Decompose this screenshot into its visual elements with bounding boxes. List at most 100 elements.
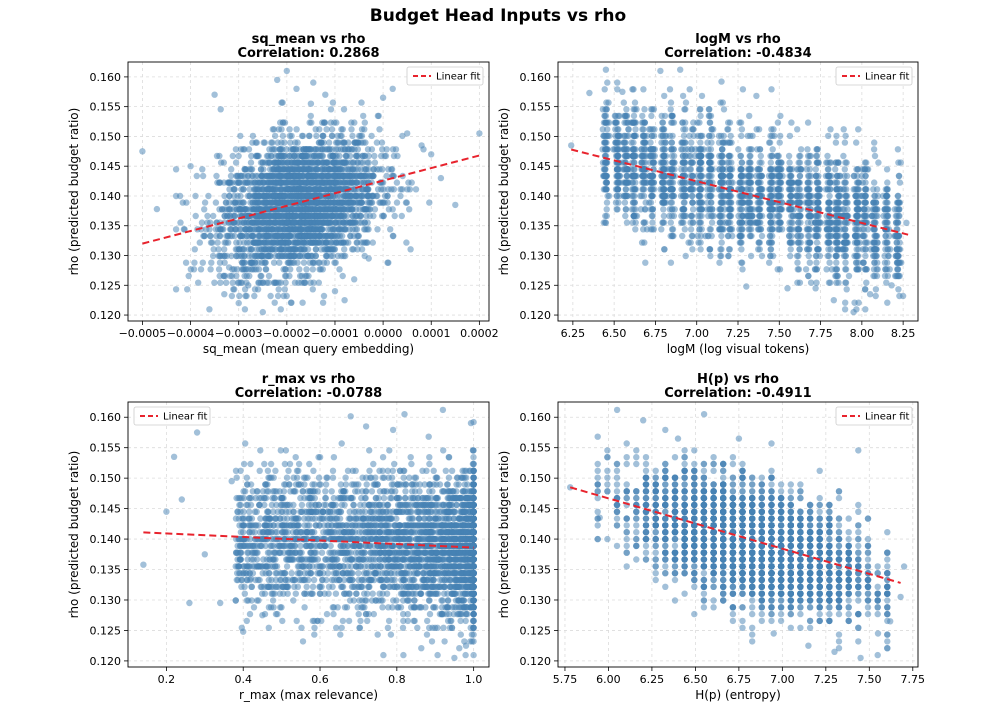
data-point [840, 152, 847, 160]
data-point [854, 172, 861, 180]
y-tick-label: 0.120 [90, 309, 122, 322]
data-point [376, 126, 383, 133]
data-point [248, 259, 256, 266]
x-tick-label: 0.0002 [460, 327, 499, 340]
data-point [279, 99, 286, 106]
data-point [300, 259, 308, 266]
data-point [807, 279, 815, 286]
data-point [255, 279, 263, 286]
data-point [349, 206, 356, 213]
data-point [318, 179, 325, 186]
data-point [753, 126, 760, 133]
data-point [229, 152, 236, 160]
data-point [221, 246, 228, 253]
data-point [896, 239, 903, 246]
y-tick-label: 0.130 [90, 250, 122, 263]
data-point [870, 146, 878, 153]
data-point [235, 152, 242, 160]
data-point [775, 212, 782, 220]
data-point [361, 126, 368, 133]
data-point [280, 292, 287, 300]
data-point [392, 146, 400, 153]
data-point [769, 152, 776, 160]
data-point [621, 199, 629, 206]
data-point [232, 146, 240, 153]
legend: Linear fit [406, 66, 484, 86]
data-point [706, 186, 714, 193]
data-point [328, 132, 336, 140]
data-point [631, 106, 639, 113]
data-point [380, 186, 387, 193]
data-point [319, 146, 326, 153]
data-point [257, 179, 264, 186]
data-point [280, 119, 287, 126]
data-point [223, 232, 230, 240]
data-point [205, 192, 212, 200]
data-point [368, 199, 376, 206]
data-point [216, 259, 224, 266]
data-point [327, 106, 335, 113]
data-point [195, 279, 202, 286]
data-point [739, 86, 747, 93]
data-point [378, 212, 386, 220]
data-point [897, 159, 904, 166]
data-point [333, 212, 341, 220]
data-point [862, 306, 869, 313]
data-point [263, 232, 271, 240]
data-point [332, 219, 339, 226]
y-tick-label: 0.140 [90, 190, 122, 203]
data-point [253, 139, 260, 146]
data-point [767, 192, 774, 200]
data-point [281, 192, 288, 200]
data-point [237, 172, 245, 180]
data-point [804, 159, 811, 166]
data-point [323, 159, 331, 166]
data-point [428, 151, 435, 158]
data-point [216, 206, 223, 213]
data-point [333, 139, 340, 146]
data-point [658, 226, 665, 233]
data-point [767, 132, 774, 140]
data-point [804, 179, 811, 186]
data-point [668, 139, 675, 146]
data-point [358, 199, 366, 206]
data-point [249, 132, 257, 140]
data-point [320, 259, 328, 266]
data-point [245, 266, 252, 273]
data-point [282, 226, 289, 233]
data-point [330, 166, 338, 173]
data-point [697, 239, 704, 246]
data-point [391, 212, 398, 220]
data-point [352, 152, 360, 160]
data-point [715, 132, 723, 140]
data-point [702, 232, 709, 240]
data-point [305, 132, 313, 140]
data-point [198, 219, 206, 226]
data-point [308, 119, 315, 126]
data-point [842, 259, 849, 266]
data-point [649, 146, 656, 153]
data-point [259, 186, 267, 193]
data-point [696, 106, 703, 113]
data-point [265, 179, 273, 186]
data-point [358, 99, 365, 106]
data-point [738, 126, 746, 133]
data-point [283, 179, 290, 186]
data-point [233, 206, 240, 213]
data-point [646, 126, 653, 133]
data-point [330, 226, 337, 233]
data-point [264, 239, 272, 246]
data-point [437, 174, 445, 182]
data-point [204, 212, 211, 220]
data-point [316, 139, 323, 146]
data-point [216, 232, 223, 240]
data-point [833, 132, 840, 140]
data-point [200, 232, 207, 240]
data-point [379, 146, 386, 153]
data-point [368, 172, 375, 180]
data-point [824, 166, 832, 173]
data-point [324, 212, 331, 220]
data-point [603, 206, 610, 213]
data-point [603, 99, 610, 106]
data-point [269, 239, 277, 246]
